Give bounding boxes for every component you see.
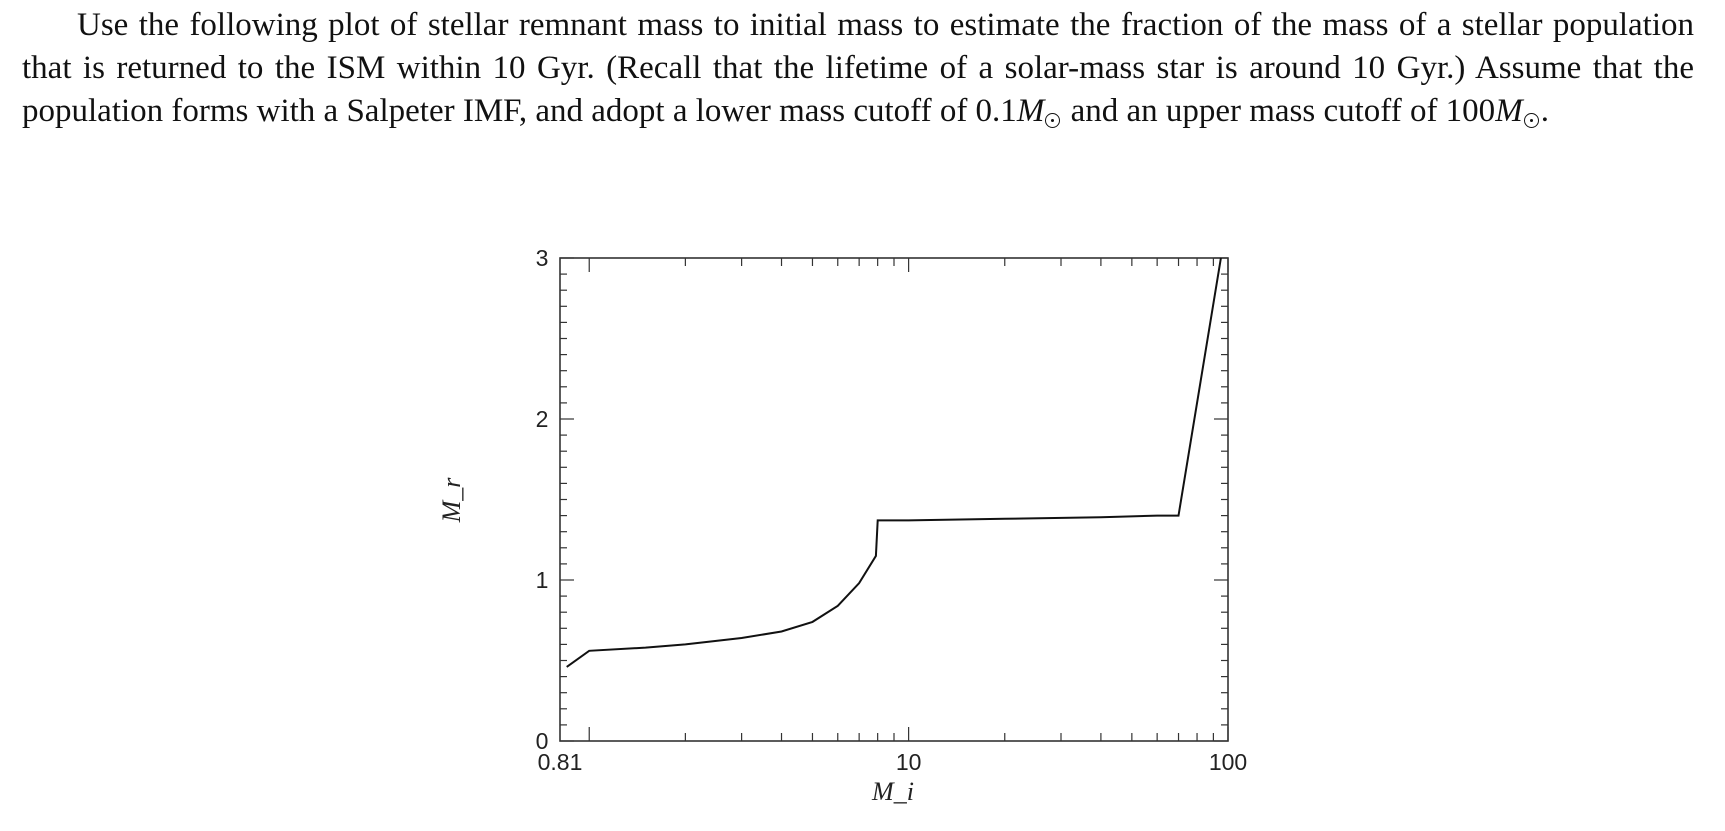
problem-text-3: .	[1540, 93, 1549, 129]
y-axis-title: M_r	[437, 477, 466, 524]
axis-ticks	[560, 257, 1229, 742]
y-tick-label: 2	[536, 406, 549, 432]
remnant-mass-curve	[566, 257, 1222, 668]
y-tick-labels: 0 1 2 3	[536, 245, 549, 754]
mass-symbol: M	[1495, 93, 1523, 129]
sun-symbol-icon	[1045, 113, 1061, 128]
problem-statement: Use the following plot of stellar remnan…	[22, 4, 1694, 133]
x-tick-labels: 0.81 10 100	[538, 749, 1248, 775]
sun-symbol-icon	[1523, 113, 1539, 128]
y-tick-label: 3	[536, 245, 549, 271]
x-tick-label: 10	[896, 749, 922, 775]
mass-symbol: M	[1016, 93, 1045, 129]
problem-text-1: Use the following plot of stellar remnan…	[22, 7, 1694, 129]
x-axis-title: M_i	[871, 777, 914, 806]
plot-frame	[559, 257, 1229, 742]
y-tick-label: 0	[536, 728, 549, 754]
y-tick-label: 1	[536, 567, 549, 593]
x-tick-label: 100	[1209, 749, 1247, 775]
x-tick-label: 0.81	[538, 749, 583, 775]
problem-text-2: and an upper mass cutoff of 100	[1062, 93, 1496, 129]
